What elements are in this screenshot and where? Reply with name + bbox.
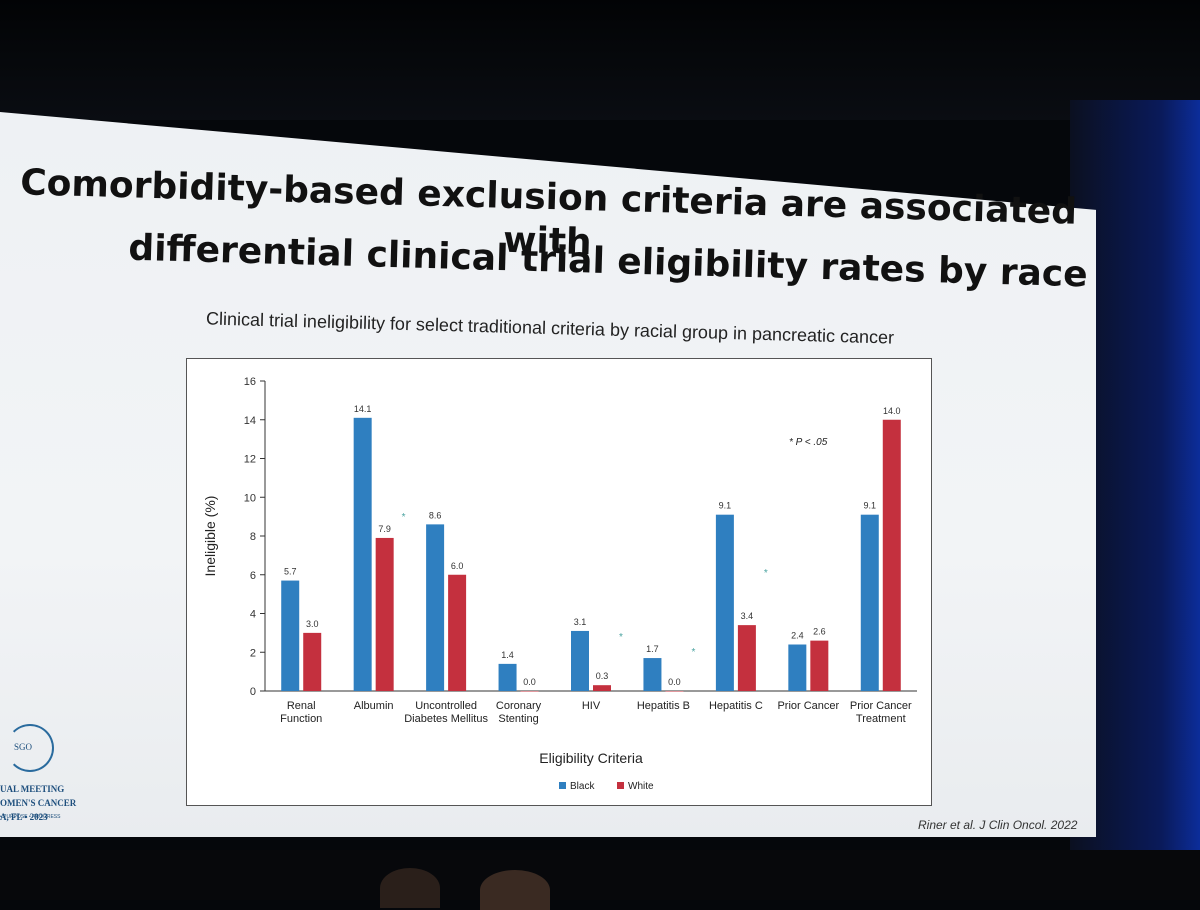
y-tick-label: 12	[244, 454, 256, 466]
category-label: Treatment	[856, 713, 906, 725]
logo-line-3: A, FL • 2023	[0, 812, 48, 822]
chart-frame: 0 2 4 6 8 10 12 14 16 Ineligible (%) 5.7 3.0 Renal Fu…	[186, 358, 932, 806]
data-label: 6.0	[451, 561, 464, 571]
x-axis-label: Eligibility Criteria	[539, 750, 643, 766]
data-label: 14.1	[354, 404, 372, 414]
category-label: Renal	[287, 700, 316, 712]
data-label: 9.1	[864, 501, 877, 511]
data-label: 7.9	[378, 524, 391, 534]
legend-label-white: White	[628, 781, 654, 792]
category-label: Coronary	[496, 700, 542, 712]
bar-white	[448, 574, 467, 691]
bar-white	[665, 691, 684, 692]
data-label: 3.1	[574, 617, 587, 627]
y-tick-label: 4	[250, 609, 256, 621]
data-label: 0.3	[596, 671, 609, 681]
data-label: 9.1	[719, 501, 732, 511]
bar-black	[281, 580, 300, 691]
audience	[0, 850, 1200, 910]
sgo-logo: SGO UAL MEETING OMEN'S CANCER A, FL • 20…	[0, 718, 80, 828]
data-label: 3.4	[741, 611, 754, 621]
bar-black	[353, 417, 372, 691]
data-label: 2.6	[813, 627, 826, 637]
bar-white	[375, 537, 394, 691]
logo-tagline: • PURPOSE • PROGRESS	[0, 814, 61, 820]
category-label: Uncontrolled	[415, 700, 477, 712]
bar-white	[810, 640, 829, 691]
category-label: HIV	[582, 700, 601, 712]
y-tick-label: 10	[244, 492, 256, 504]
bar-white	[520, 691, 539, 692]
y-tick-label: 14	[244, 415, 256, 427]
bar-white	[882, 419, 901, 691]
bar-black	[860, 514, 879, 691]
bar-black	[643, 658, 662, 691]
category-label: Hepatitis B	[637, 700, 690, 712]
category-label: Prior Cancer	[850, 700, 912, 712]
significance-annotation: * P < .05	[789, 437, 828, 448]
y-tick-label: 8	[250, 531, 256, 543]
category-label: Prior Cancer	[777, 700, 839, 712]
y-tick-label: 0	[250, 686, 256, 698]
y-tick-label: 2	[250, 647, 256, 659]
audience-head	[380, 868, 440, 908]
bar-chart: 0 2 4 6 8 10 12 14 16 Ineligible (%) 5.7 3.0 RenalFu…	[202, 376, 917, 792]
significance-marker: *	[402, 512, 406, 523]
bar-black	[571, 630, 589, 691]
data-label: 1.4	[501, 650, 514, 660]
bar-black	[426, 524, 445, 691]
logo-mark: SGO	[14, 742, 33, 752]
data-label: 5.7	[284, 567, 297, 577]
bar-black	[788, 644, 807, 691]
logo-line-2: OMEN'S CANCER	[0, 798, 77, 808]
significance-marker: *	[691, 647, 695, 658]
legend-label-black: Black	[570, 781, 595, 792]
category-label: Diabetes Mellitus	[404, 713, 488, 725]
y-tick-label: 16	[244, 376, 256, 388]
bar-black	[715, 514, 734, 691]
data-label: 2.4	[791, 631, 804, 641]
logo-line-1: UAL MEETING	[0, 784, 65, 794]
data-label: 0.0	[523, 677, 536, 687]
data-label: 14.0	[883, 406, 901, 416]
category-label: Stenting	[498, 713, 538, 725]
y-axis-label: Ineligible (%)	[202, 496, 218, 577]
room-background	[0, 0, 1200, 120]
legend-swatch-white	[617, 782, 624, 789]
category-label: Albumin	[354, 700, 394, 712]
category-label: Function	[280, 713, 322, 725]
data-label: 3.0	[306, 619, 319, 629]
y-tick-label: 6	[250, 570, 256, 582]
bar-white	[737, 625, 756, 691]
category-label: Hepatitis C	[709, 700, 763, 712]
legend-swatch-black	[559, 782, 566, 789]
data-label: 0.0	[668, 677, 681, 687]
significance-marker: *	[764, 568, 768, 579]
citation: Riner et al. J Clin Oncol. 2022	[918, 818, 1078, 832]
significance-marker: *	[619, 632, 623, 643]
sgo-ring-icon	[6, 724, 54, 772]
data-label: 1.7	[646, 644, 659, 654]
bar-white	[303, 632, 322, 691]
audience-head	[480, 870, 550, 910]
data-label: 8.6	[429, 510, 442, 520]
bar-white	[593, 685, 611, 691]
bar-black	[498, 663, 517, 691]
